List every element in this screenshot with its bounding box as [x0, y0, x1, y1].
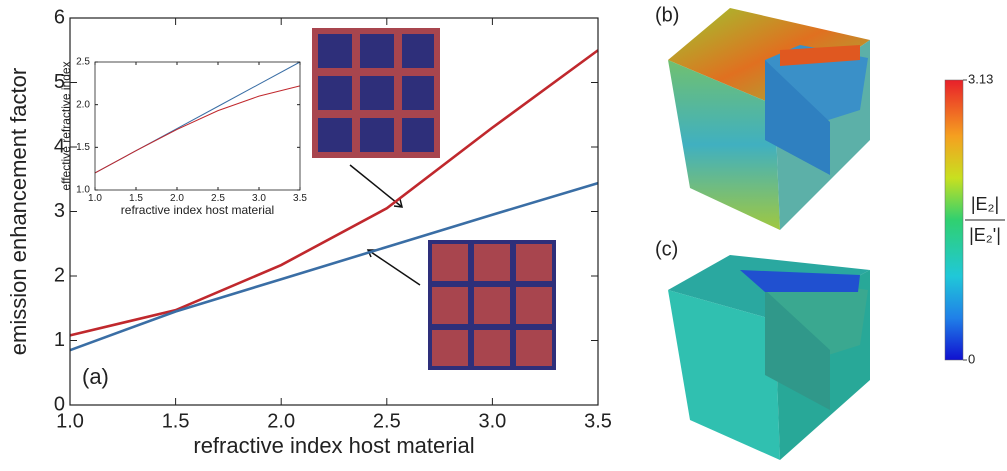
- cube-b: [668, 8, 870, 230]
- arrows: [350, 165, 420, 285]
- x-tick-label: 1.5: [162, 410, 190, 432]
- x-tick-label: 3.5: [584, 410, 612, 432]
- x-tick-label: 2.5: [373, 410, 401, 432]
- annotation: (a): [82, 364, 109, 389]
- structure-icon-bottom: [428, 240, 556, 370]
- y-tick-label: 2: [54, 264, 65, 286]
- y-tick-label: 2.0: [76, 99, 90, 110]
- y-axis-label: effective refractive index: [59, 61, 73, 190]
- structure-icon-top: [312, 28, 440, 158]
- colorbar-tick-label: 0: [968, 351, 975, 366]
- inset-background: [95, 62, 300, 190]
- y-tick-label: 0: [54, 393, 65, 415]
- cube-c: [668, 255, 870, 460]
- y-axis-label: emission enhancement factor: [6, 68, 31, 355]
- panel-label: (c): [655, 238, 678, 260]
- x-axis-label: refractive index host material: [193, 433, 474, 458]
- y-tick-label: 3: [54, 200, 65, 222]
- y-tick-label: 2.5: [76, 57, 90, 68]
- colorbar-label: |E₂|: [971, 194, 999, 214]
- y-tick-label: 6: [54, 6, 65, 28]
- panel-label: (b): [655, 4, 679, 26]
- colorbar-label: |E₂'|: [969, 225, 1001, 245]
- y-tick-label: 1: [54, 329, 65, 351]
- y-tick-label: 1.0: [76, 185, 90, 196]
- x-tick-label: 2.0: [267, 410, 295, 432]
- colorbar-tick-label: 3.13: [968, 71, 993, 86]
- x-axis-label: refractive index host material: [121, 203, 274, 217]
- figure: (b) (c) |E₂| |E₂'| 1.0 1.5 2.0 2.5 3.0 3.5 0 1 2…: [0, 0, 1007, 471]
- colorbar: [945, 80, 963, 360]
- x-tick-label: 1.0: [88, 193, 102, 204]
- x-tick-label: 3.5: [293, 193, 307, 204]
- x-tick-label: 3.0: [478, 410, 506, 432]
- y-tick-label: 1.5: [76, 142, 90, 153]
